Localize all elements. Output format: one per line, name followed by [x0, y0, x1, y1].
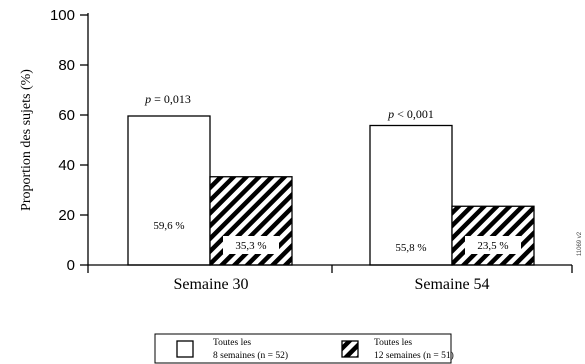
- y-axis-label: Proportion des sujets (%): [19, 69, 34, 211]
- category-label: Semaine 54: [414, 276, 489, 293]
- data-label: 55,8 %: [395, 242, 426, 254]
- y-tick-label: 100: [50, 7, 75, 24]
- legend-label: 8 semaines (n = 52): [213, 350, 288, 361]
- data-label: 35,3 %: [235, 240, 266, 252]
- legend-swatch-white: [176, 340, 194, 358]
- legend-label: Toutes les: [213, 338, 251, 348]
- p-value-text: = 0,013: [151, 92, 191, 106]
- p-value-annotation: p = 0,013: [144, 92, 191, 106]
- y-tick-label: 60: [58, 107, 75, 124]
- bar: [127, 115, 211, 266]
- p-value-annotation: p < 0,001: [387, 107, 434, 121]
- legend-label: 12 semaines (n = 51): [374, 350, 454, 361]
- category-label: Semaine 30: [173, 276, 248, 293]
- y-tick-label: 80: [58, 57, 75, 74]
- y-tick-label: 0: [67, 257, 75, 274]
- legend-box: [154, 333, 452, 364]
- p-value-text: < 0,001: [394, 107, 434, 121]
- data-label-background: [465, 236, 521, 254]
- legend: Toutes les 8 semaines (n = 52) Toutes le…: [154, 333, 454, 364]
- side-code-text: 11069 v2: [577, 231, 583, 256]
- data-label-background: [223, 236, 279, 254]
- p-symbol: p: [387, 107, 394, 121]
- y-tick-label: 20: [58, 207, 75, 224]
- data-label: 23,5 %: [477, 240, 508, 252]
- legend-label: Toutes les: [374, 338, 412, 348]
- legend-swatch-hatched: [341, 340, 359, 358]
- bar: [451, 205, 535, 266]
- p-symbol: p: [144, 92, 151, 106]
- y-tick-label: 40: [58, 157, 75, 174]
- data-label: 59,6 %: [153, 220, 184, 232]
